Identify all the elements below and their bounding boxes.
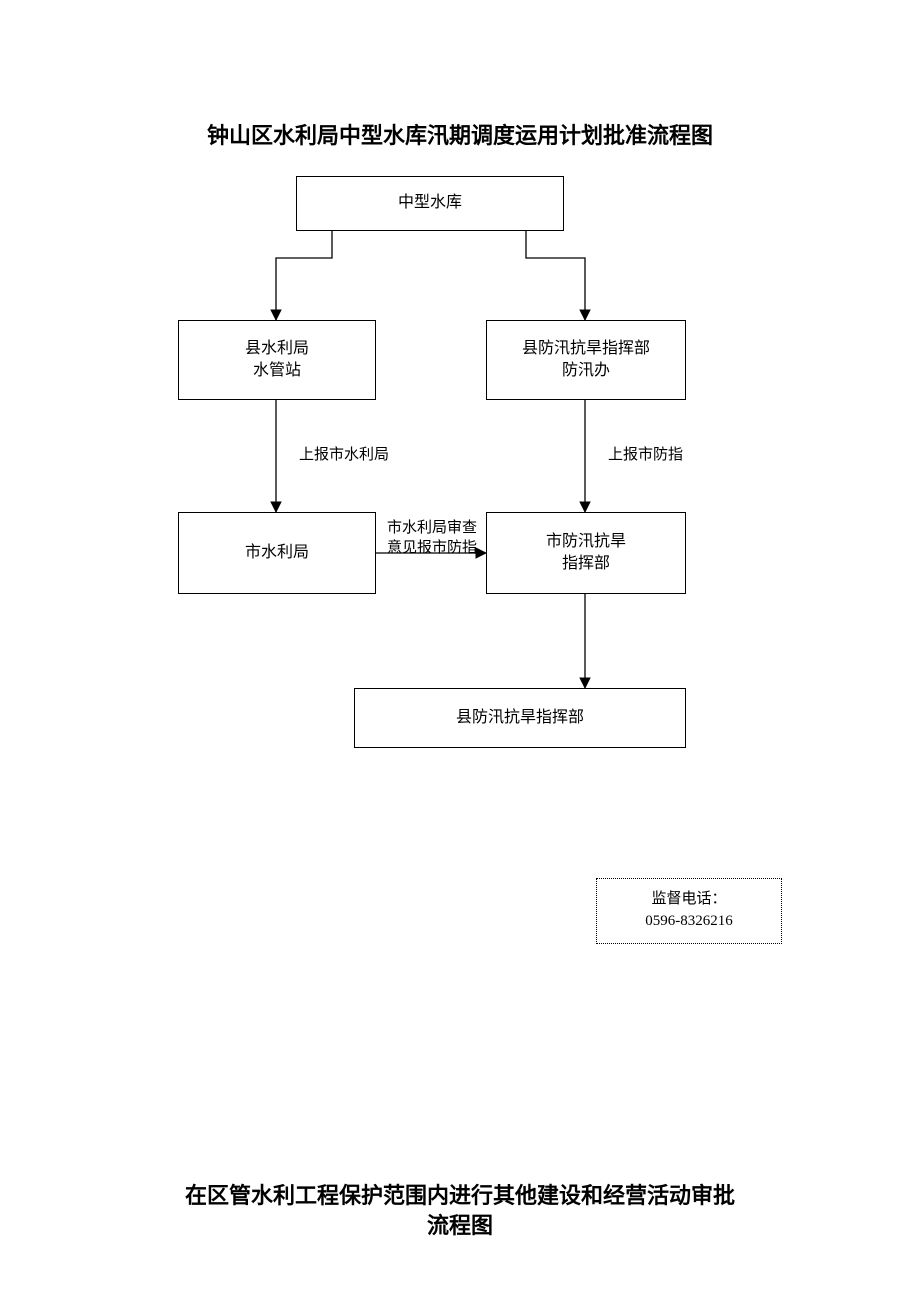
- phone-number: 0596-8326216: [645, 911, 733, 933]
- node-line: 指挥部: [562, 553, 610, 575]
- node-xian-fangxun-zhihuibu: 县防汛抗旱指挥部: [354, 688, 686, 748]
- edge-label-line: 市水利局审查: [387, 518, 477, 538]
- title-bottom-line1: 在区管水利工程保护范围内进行其他建设和经营活动审批: [0, 1178, 920, 1210]
- edge-label-line: 上报市防指: [608, 447, 683, 463]
- node-zhongxing-shuiku: 中型水库: [296, 176, 564, 231]
- edge-label-line: 上报市水利局: [299, 447, 389, 463]
- node-label: 中型水库: [398, 192, 462, 214]
- document-page: 钟山区水利局中型水库汛期调度运用计划批准流程图 中型水库 县水利局 水管站 县防…: [0, 0, 920, 1302]
- title-top: 钟山区水利局中型水库汛期调度运用计划批准流程图: [0, 118, 920, 150]
- node-line: 县防汛抗旱指挥部: [456, 707, 584, 729]
- node-line: 县防汛抗旱指挥部: [522, 338, 650, 360]
- node-shi-fangxun-zhihuibu: 市防汛抗旱 指挥部: [486, 512, 686, 594]
- node-line: 水管站: [253, 360, 301, 382]
- edge-label-shangbao-fangzhi: 上报市防指: [608, 445, 683, 465]
- node-line: 防汛办: [562, 360, 610, 382]
- node-line: 县水利局: [245, 338, 309, 360]
- node-xian-fangxun-ban: 县防汛抗旱指挥部 防汛办: [486, 320, 686, 400]
- edge-label-shencha: 市水利局审查 意见报市防指: [387, 518, 477, 559]
- node-line: 市防汛抗旱: [546, 531, 626, 553]
- edge-label-line: 意见报市防指: [387, 538, 477, 558]
- phone-label: 监督电话：: [651, 889, 726, 911]
- edge-label-shangbao-shuili: 上报市水利局: [299, 445, 389, 465]
- title-bottom-line2: 流程图: [0, 1208, 920, 1240]
- node-line: 市水利局: [245, 542, 309, 564]
- node-xian-shuili-ju: 县水利局 水管站: [178, 320, 376, 400]
- supervision-phone-box: 监督电话： 0596-8326216: [596, 878, 782, 944]
- node-shi-shuili-ju: 市水利局: [178, 512, 376, 594]
